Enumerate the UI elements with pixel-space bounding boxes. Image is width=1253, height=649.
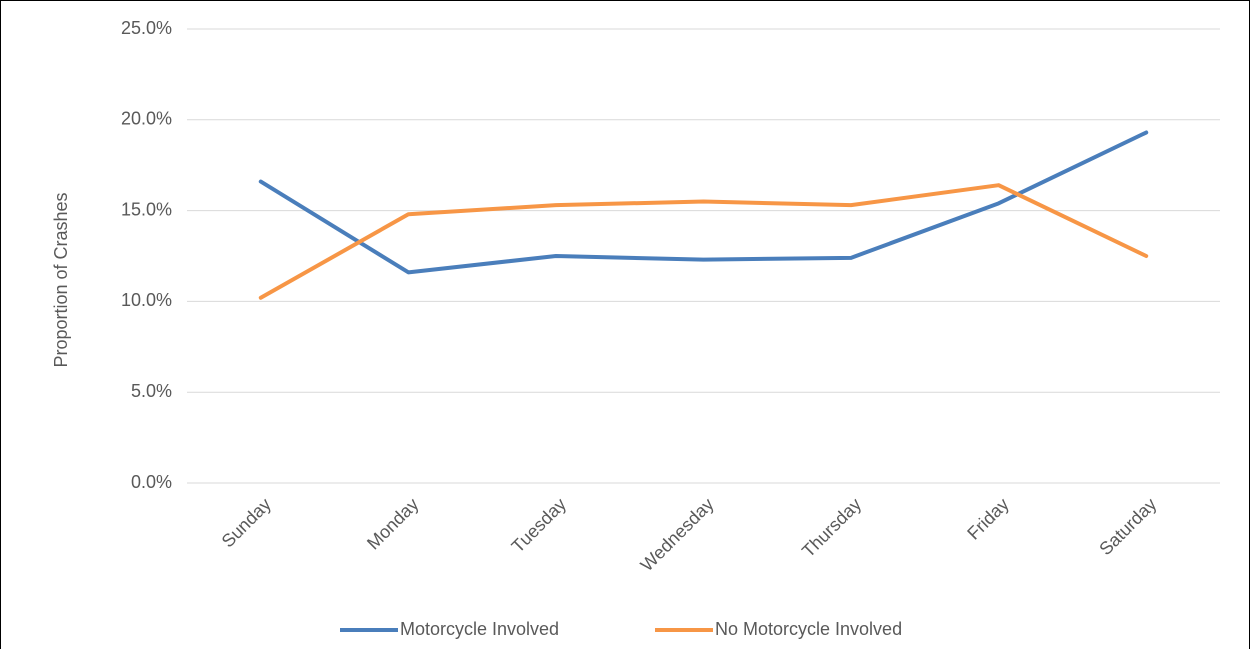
series-line: [258, 130, 1149, 275]
y-tick-label: 5.0%: [131, 381, 172, 401]
legend-label: No Motorcycle Involved: [715, 619, 902, 639]
legend-label: Motorcycle Involved: [400, 619, 559, 639]
y-tick-label: 0.0%: [131, 472, 172, 492]
y-tick-label: 25.0%: [121, 18, 172, 38]
y-tick-label: 15.0%: [121, 199, 172, 219]
series-line: [258, 183, 1149, 300]
y-tick-label: 10.0%: [121, 290, 172, 310]
y-tick-label: 20.0%: [121, 109, 172, 129]
y-axis-label: Proportion of Crashes: [51, 192, 71, 367]
